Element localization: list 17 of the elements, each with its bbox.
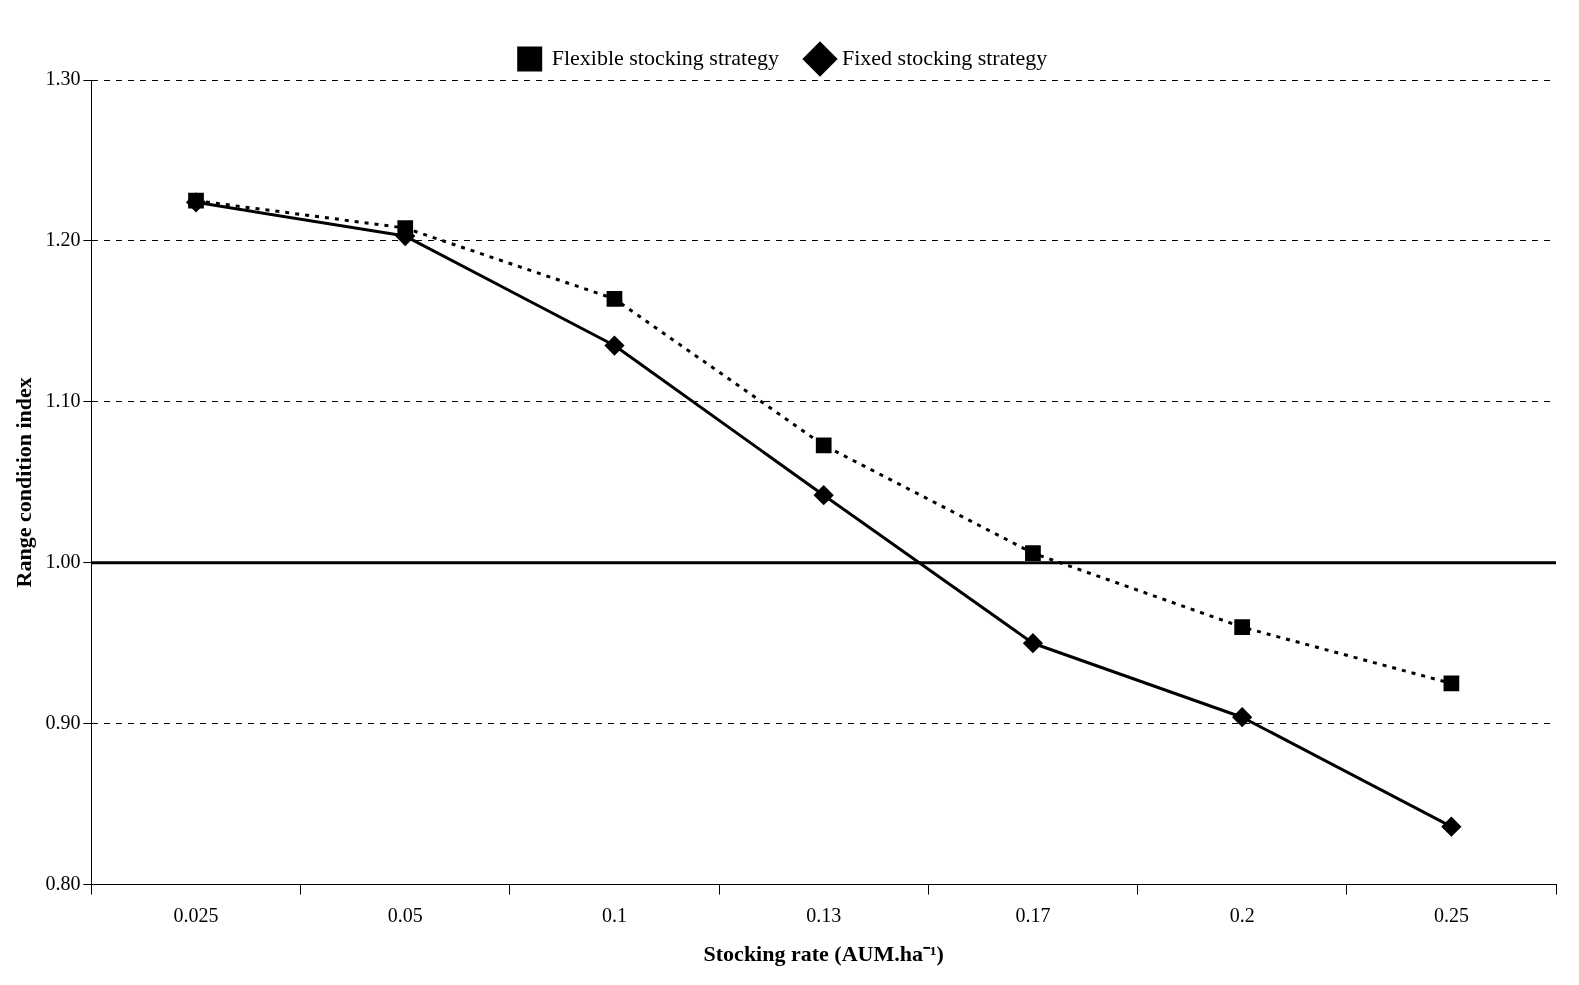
y-tick-label: 1.20	[45, 228, 81, 251]
x-tick-label: 0.1	[601, 903, 627, 926]
y-tick-label: 1.30	[45, 67, 81, 90]
y-tick-label: 0.80	[45, 871, 81, 894]
x-tick-label: 0.05	[387, 903, 423, 926]
y-tick-label: 1.00	[45, 550, 81, 573]
x-axis-title: Stocking rate (AUM.ha⁻¹)	[703, 941, 944, 967]
y-tick-label: 1.10	[45, 389, 81, 412]
y-tick-label: 0.90	[45, 710, 81, 733]
legend-label: Fixed stocking strategy	[841, 44, 1048, 70]
x-tick-label: 0.17	[1015, 903, 1051, 926]
x-tick-label: 0.13	[806, 903, 842, 926]
x-tick-label: 0.25	[1433, 903, 1469, 926]
x-tick-label: 0.025	[173, 903, 219, 926]
x-tick-label: 0.2	[1229, 903, 1255, 926]
legend-label: Flexible stocking strategy	[551, 44, 779, 70]
y-axis-title: Range condition index	[10, 377, 36, 588]
